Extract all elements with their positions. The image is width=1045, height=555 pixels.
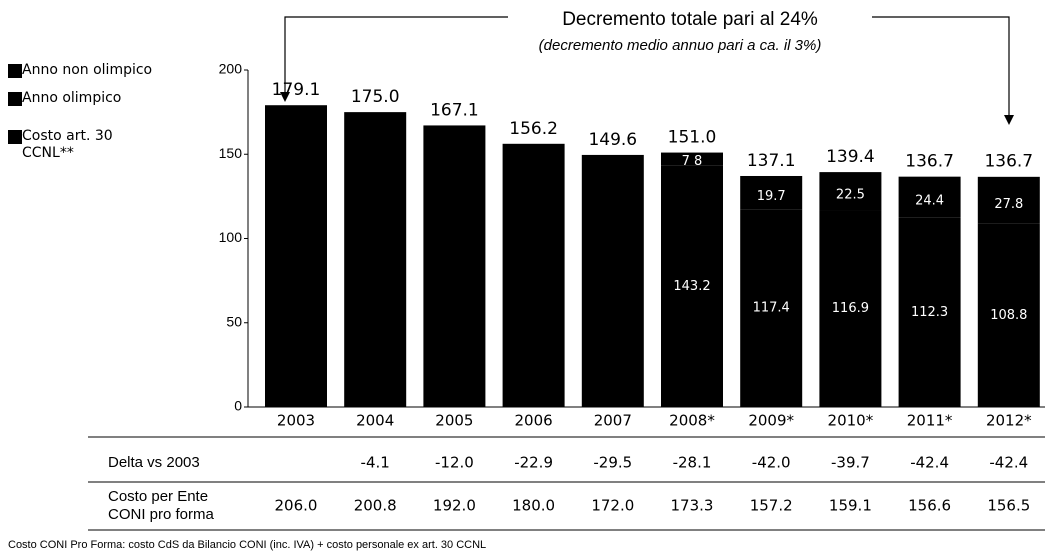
segment-label: 27.8 <box>994 197 1023 212</box>
x-tick-label: 2009* <box>748 412 794 430</box>
total-label: 139.4 <box>826 147 875 167</box>
bar-segment <box>819 172 882 211</box>
table-cell: -39.7 <box>831 454 870 472</box>
x-tick-label: 2006 <box>515 412 553 430</box>
legend-label: Anno non olimpico <box>22 62 153 78</box>
legend-swatch <box>8 64 22 78</box>
y-tick-label: 150 <box>219 145 243 161</box>
table-cell: -28.1 <box>673 454 712 472</box>
x-tick-label: 2011* <box>907 412 953 430</box>
x-tick-label: 2012* <box>986 412 1032 430</box>
table-cell: 173.3 <box>671 497 714 515</box>
table-cell: 156.5 <box>987 497 1030 515</box>
x-tick-label: 2008* <box>669 412 715 430</box>
table-cell: -42.0 <box>752 454 791 472</box>
segment-label: 112.3 <box>911 305 948 320</box>
y-tick-label: 100 <box>219 229 243 245</box>
segment-label: 116.9 <box>832 301 869 316</box>
segment-label: 22.5 <box>836 188 865 203</box>
arrow-head <box>1004 115 1014 125</box>
table-cell: 172.0 <box>591 497 634 515</box>
bar-segment <box>502 143 565 408</box>
bar-segment <box>344 112 407 407</box>
x-tick-label: 2005 <box>435 412 473 430</box>
legend-swatch <box>8 92 22 106</box>
table-cell: -4.1 <box>361 454 390 472</box>
bar-segment <box>898 176 961 218</box>
x-tick-label: 2004 <box>356 412 394 430</box>
table-cell: 180.0 <box>512 497 555 515</box>
legend-item: Anno olimpico <box>8 90 208 107</box>
arrow-right <box>872 16 1010 118</box>
legend-item: Costo art. 30 CCNL** <box>8 128 208 162</box>
table-cell: 159.1 <box>829 497 872 515</box>
total-label: 149.6 <box>588 130 637 150</box>
segment-label: 19.7 <box>757 189 786 204</box>
row-label: CONI pro forma <box>108 506 215 523</box>
table-cell: -22.9 <box>514 454 553 472</box>
y-tick-label: 50 <box>226 313 242 329</box>
table-cell: -12.0 <box>435 454 474 472</box>
segment-label: 117.4 <box>753 301 790 316</box>
bar-segment <box>977 223 1040 407</box>
table-cell: 157.2 <box>750 497 793 515</box>
bar-segment <box>740 209 803 407</box>
segment-label: 143.2 <box>673 279 710 294</box>
row-label: Costo per Ente <box>108 488 208 505</box>
y-tick-label: 0 <box>234 398 242 414</box>
bar-segment <box>819 210 882 407</box>
table-cell: 156.6 <box>908 497 951 515</box>
legend-label: Costo art. 30 CCNL** <box>22 128 113 161</box>
x-tick-label: 2003 <box>277 412 315 430</box>
segment-label: 108.8 <box>990 308 1027 323</box>
total-label: 136.7 <box>984 152 1033 172</box>
bar-segment <box>581 154 644 407</box>
bar-segment <box>898 217 961 407</box>
table-cell: -42.4 <box>910 454 949 472</box>
total-label: 175.0 <box>351 87 400 107</box>
segment-label: 7 8 <box>682 154 703 169</box>
legend-label: Anno olimpico <box>22 90 122 106</box>
bar-segment <box>740 175 803 210</box>
segment-label: 24.4 <box>915 194 944 209</box>
table-cell: -29.5 <box>593 454 632 472</box>
total-label: 137.1 <box>747 151 796 171</box>
total-label: 136.7 <box>905 152 954 172</box>
legend-swatch <box>8 130 22 144</box>
bar-segment <box>977 176 1040 224</box>
footnote: Costo CONI Pro Forma: costo CdS da Bilan… <box>8 539 486 551</box>
total-label: 179.1 <box>272 80 321 100</box>
arrow-left <box>284 16 508 95</box>
bar-segment <box>661 152 723 166</box>
legend-item: Anno non olimpico <box>8 62 208 79</box>
row-label: Delta vs 2003 <box>108 454 200 471</box>
bar-segment <box>265 105 327 408</box>
total-label: 156.2 <box>509 119 558 139</box>
x-tick-label: 2010* <box>828 412 874 430</box>
total-label: 151.0 <box>668 128 717 148</box>
y-tick-label: 200 <box>219 61 243 77</box>
annotation-subtitle: (decremento medio annuo pari a ca. il 3%… <box>539 37 822 54</box>
table-cell: -42.4 <box>989 454 1028 472</box>
bar-segment <box>661 165 723 407</box>
annotation-title: Decremento totale pari al 24% <box>562 9 818 30</box>
x-tick-label: 2007 <box>594 412 632 430</box>
table-cell: 206.0 <box>275 497 318 515</box>
bar-segment <box>423 125 486 408</box>
arrow-head <box>280 92 290 102</box>
table-cell: 192.0 <box>433 497 476 515</box>
total-label: 167.1 <box>430 100 479 120</box>
table-cell: 200.8 <box>354 497 397 515</box>
